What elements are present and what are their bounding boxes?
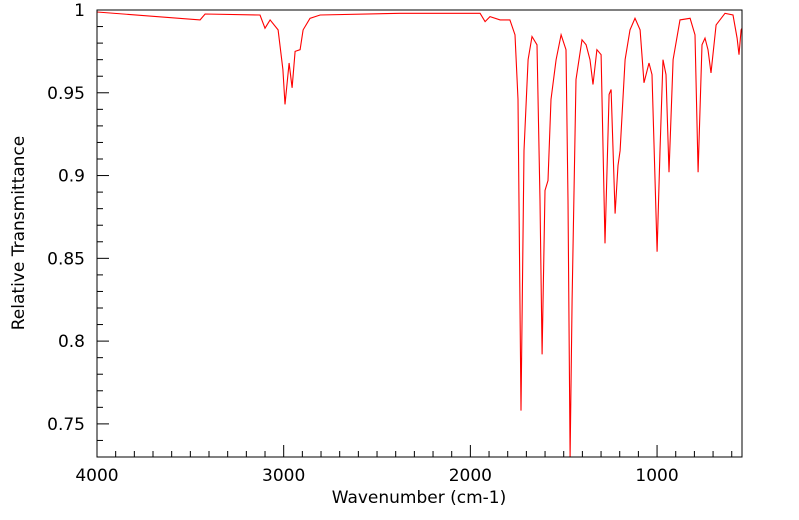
y-tick-label: 0.9: [58, 167, 85, 187]
x-tick-label: 2000: [449, 466, 492, 486]
x-tick-label: 1000: [635, 466, 678, 486]
y-axis-label: Relative Transmittance: [9, 136, 29, 331]
y-tick-label: 0.75: [47, 415, 85, 435]
y-tick-label: 1: [74, 1, 85, 21]
y-tick-label: 0.8: [58, 332, 85, 352]
x-tick-label: 3000: [262, 466, 305, 486]
plot-frame: [96, 9, 743, 458]
y-tick-label: 0.85: [47, 249, 85, 269]
axis-ticks: [96, 9, 733, 458]
x-axis-label: Wavenumber (cm-1): [332, 488, 507, 508]
tick-labels: 4000 3000 2000 1000 0.75 0.8 0.85 0.9 0.95 1: [47, 1, 679, 486]
x-tick-label: 4000: [75, 466, 118, 486]
y-tick-label: 0.95: [47, 84, 85, 104]
spectrum-line: [96, 11, 743, 458]
